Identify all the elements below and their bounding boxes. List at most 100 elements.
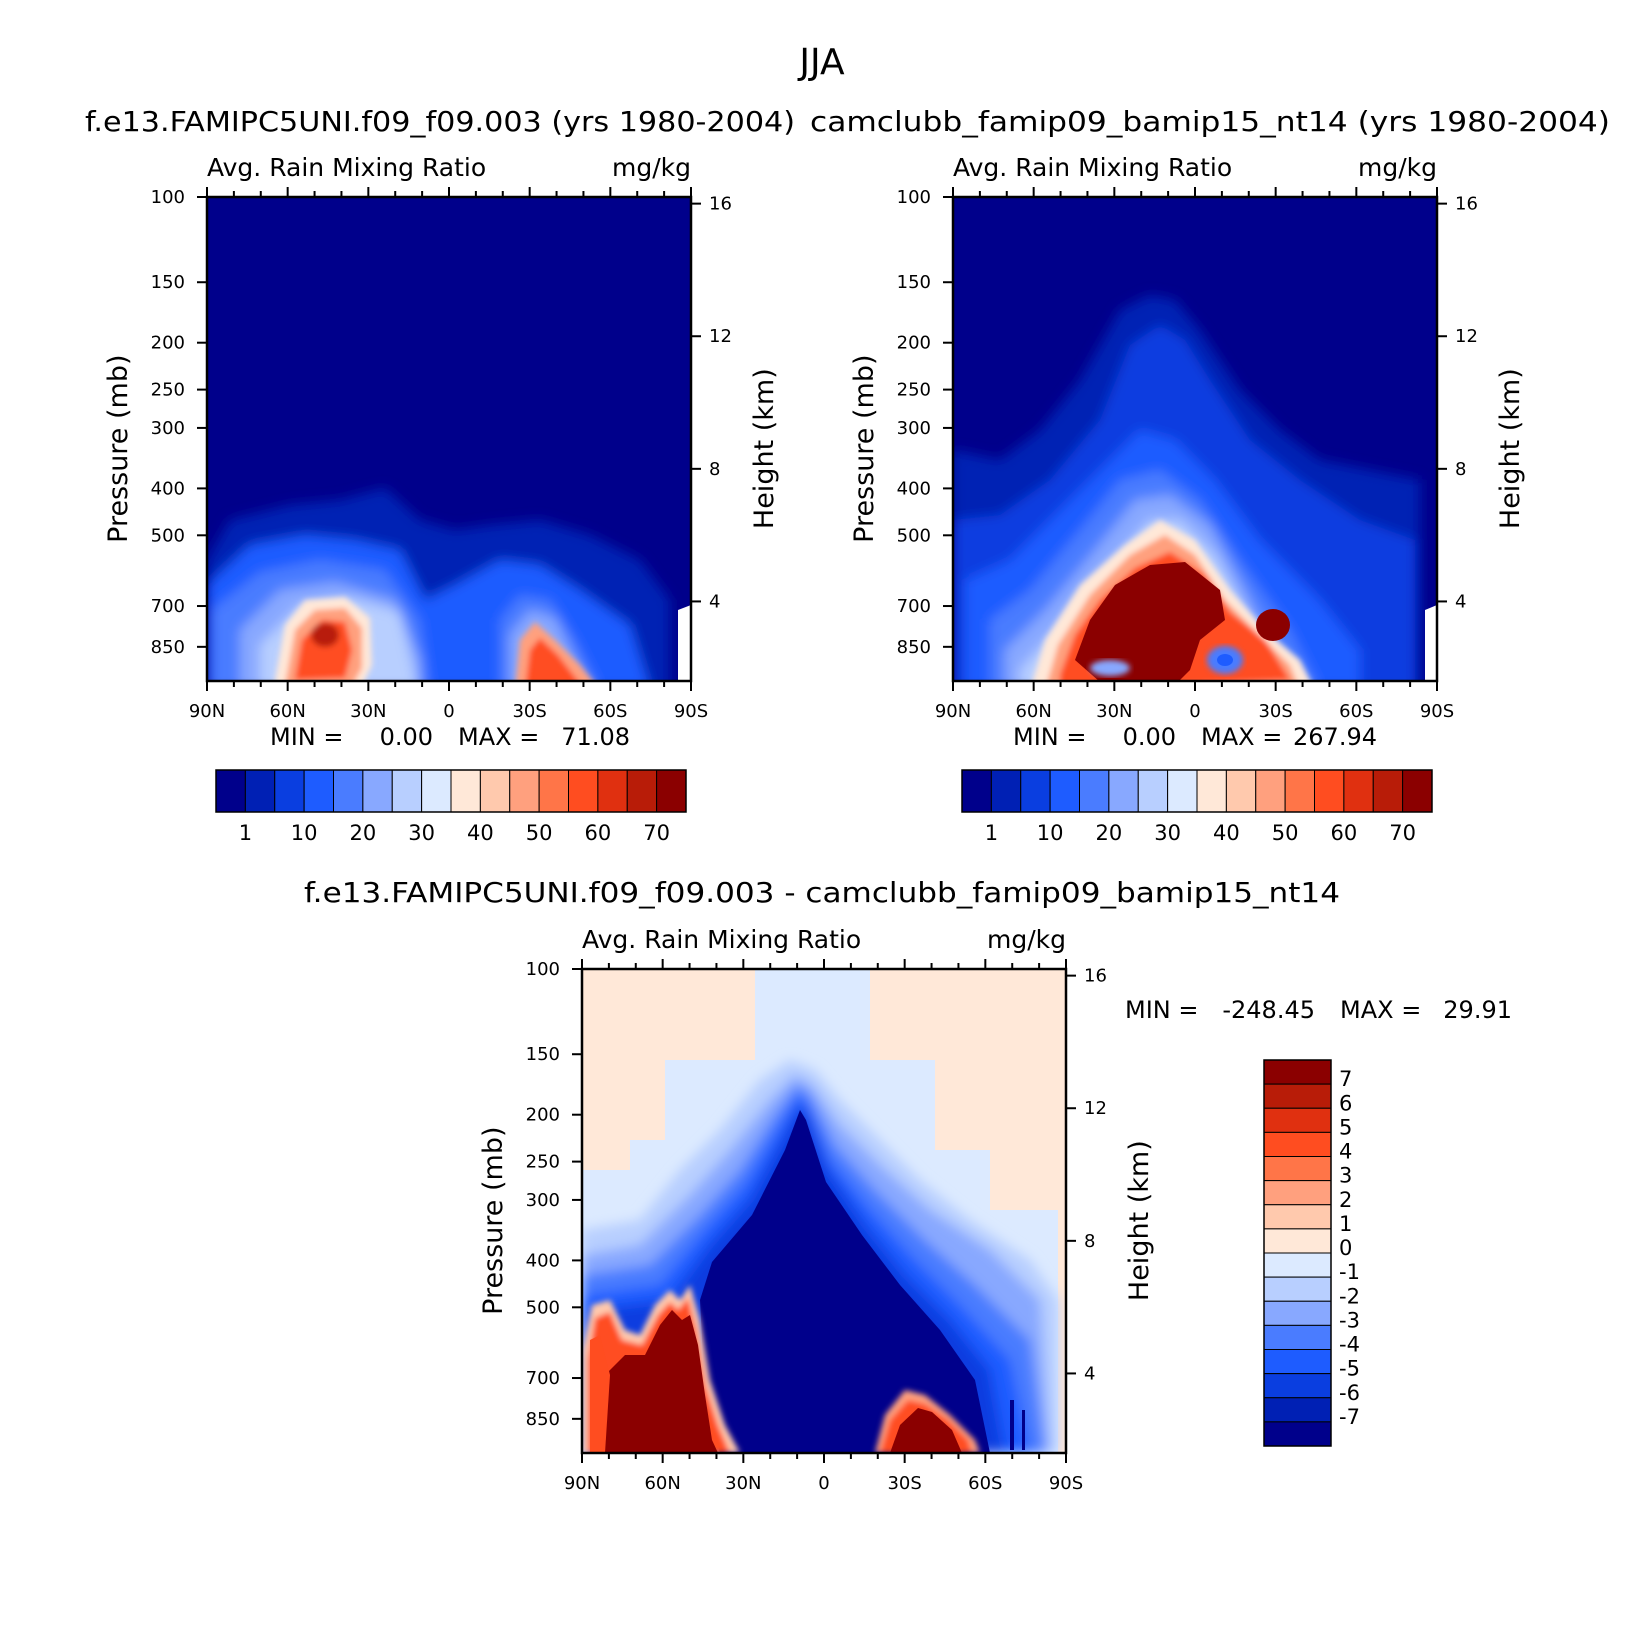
axis-layer: 100 150 200 250 300 400 500 700 850 90N 60N 30N 0 30S… <box>478 959 1155 1494</box>
x-tick-label: 0 <box>443 701 454 722</box>
colorbar-label: 4 <box>1339 1140 1352 1164</box>
figure-title: JJA <box>797 42 845 83</box>
colorbar-swatch <box>1167 769 1198 813</box>
y-axis-label: Pressure (mb) <box>849 354 880 542</box>
variable-name: Avg. Rain Mixing Ratio <box>582 925 861 954</box>
stats-min-label: MIN = <box>1013 723 1086 751</box>
y2-axis-label: Height (km) <box>1495 368 1526 529</box>
stats-max-value: 29.91 <box>1443 996 1512 1024</box>
colorbar-swatch <box>1314 769 1345 813</box>
y-axis-label: Pressure (mb) <box>478 1126 509 1314</box>
stats-max-label: MAX = <box>1201 723 1282 751</box>
colorbar-label: 20 <box>1096 821 1123 845</box>
panel-title: f.e13.FAMIPC5UNI.f09_f09.003 (yrs 1980-2… <box>85 105 795 138</box>
y2-tick-label: 4 <box>1455 591 1466 612</box>
y-tick-label: 200 <box>897 333 931 354</box>
y2-tick-label: 12 <box>709 326 732 347</box>
colorbar: 1 10 20 30 40 50 60 70 <box>215 769 687 845</box>
stats-min-value: 0.00 <box>380 723 433 751</box>
y-tick-label: 150 <box>151 272 185 293</box>
x-tick-label: 30N <box>350 701 386 722</box>
x-tick-label: 60N <box>269 701 305 722</box>
stats-min-value: -248.45 <box>1222 996 1315 1024</box>
x-tick-label: 60N <box>1015 701 1051 722</box>
colorbar-swatch <box>450 769 481 813</box>
y-tick-label: 100 <box>151 187 185 208</box>
x-tick-label: 60S <box>593 701 627 722</box>
x-tick-label: 90N <box>564 1473 600 1494</box>
colorbar-swatch <box>656 769 687 813</box>
x-tick-label: 0 <box>1189 701 1200 722</box>
colorbar-label: -3 <box>1339 1308 1360 1332</box>
y-tick-label: 300 <box>897 418 931 439</box>
contour-field <box>582 969 1066 1453</box>
y-tick-label: 200 <box>526 1105 560 1126</box>
colorbar-swatch <box>333 769 364 813</box>
colorbar-swatch <box>990 769 1022 813</box>
colorbar-swatch <box>538 769 569 813</box>
y-tick-label: 250 <box>526 1152 560 1173</box>
y-tick-label: 700 <box>897 596 931 617</box>
colorbar-label: 0 <box>1339 1236 1352 1260</box>
panel-title: f.e13.FAMIPC5UNI.f09_f09.003 - camclubb_… <box>304 876 1340 909</box>
x-tick-label: 60S <box>1339 701 1373 722</box>
colorbar-swatch <box>1137 769 1169 813</box>
y-tick-label: 850 <box>526 1409 560 1430</box>
colorbar-swatch <box>1263 1324 1332 1350</box>
axis-layer: 100 150 200 250 300 400 500 700 850 90N 60N 30N 0 30S… <box>849 187 1526 722</box>
colorbar-swatch <box>568 769 599 813</box>
colorbar-swatch <box>1263 1107 1332 1133</box>
y-tick-label: 500 <box>151 525 185 546</box>
colorbar-swatch <box>1263 1300 1332 1326</box>
y2-tick-label: 16 <box>1084 966 1107 987</box>
units-label: mg/kg <box>1358 153 1437 182</box>
colorbar-label: 40 <box>1213 821 1240 845</box>
colorbar-label: -2 <box>1339 1284 1360 1308</box>
colorbar-label: -6 <box>1339 1381 1360 1405</box>
colorbar-swatch <box>961 769 992 813</box>
x-tick-label: 30S <box>512 701 546 722</box>
colorbar-label: 1 <box>1339 1212 1352 1236</box>
y2-tick-label: 12 <box>1455 326 1478 347</box>
y-tick-label: 100 <box>526 959 560 980</box>
colorbar-label: 30 <box>1154 821 1181 845</box>
colorbar-swatch <box>1263 1276 1332 1302</box>
colorbar-swatch <box>626 769 658 813</box>
x-tick-label: 60S <box>968 1473 1002 1494</box>
x-tick-label: 30S <box>1258 701 1292 722</box>
stats-min-value: 0.00 <box>1123 723 1176 751</box>
colorbar-label: -5 <box>1339 1357 1360 1381</box>
y-tick-label: 500 <box>897 525 931 546</box>
colorbar-swatch <box>1263 1180 1332 1206</box>
y-tick-label: 250 <box>897 380 931 401</box>
colorbar-label: 40 <box>467 821 494 845</box>
units-label: mg/kg <box>612 153 691 182</box>
colorbar-swatch <box>1079 769 1110 813</box>
colorbar-label: 1 <box>239 821 252 845</box>
y-axis-label: Pressure (mb) <box>103 354 134 542</box>
colorbar-frame <box>1263 1059 1332 1447</box>
y2-tick-label: 12 <box>1084 1098 1107 1119</box>
colorbar-swatch <box>1263 1397 1332 1423</box>
colorbar-label: 70 <box>643 821 670 845</box>
colorbar-swatch <box>1196 769 1227 813</box>
colorbar-swatch <box>303 769 334 813</box>
y-tick-label: 400 <box>151 478 185 499</box>
y2-axis-label: Height (km) <box>749 368 780 529</box>
colorbar-label: 10 <box>1037 821 1064 845</box>
variable-name: Avg. Rain Mixing Ratio <box>953 153 1232 182</box>
y2-tick-label: 16 <box>709 194 732 215</box>
colorbar-label: 1 <box>985 821 998 845</box>
y2-tick-label: 8 <box>1455 459 1466 480</box>
x-tick-label: 60N <box>644 1473 680 1494</box>
y-tick-label: 250 <box>151 380 185 401</box>
axis-layer: 100 150 200 250 300 400 500 700 850 90N 60N 30N 0 30S… <box>103 187 780 722</box>
colorbar-swatch <box>1225 769 1257 813</box>
colorbar-swatch <box>1263 1204 1332 1230</box>
colorbar-label: 2 <box>1339 1188 1352 1212</box>
x-tick-label: 30N <box>1096 701 1132 722</box>
colorbar-swatch <box>1020 769 1051 813</box>
colorbar-swatch <box>274 769 305 813</box>
colorbar-swatch <box>597 769 628 813</box>
colorbar-swatch <box>509 769 540 813</box>
